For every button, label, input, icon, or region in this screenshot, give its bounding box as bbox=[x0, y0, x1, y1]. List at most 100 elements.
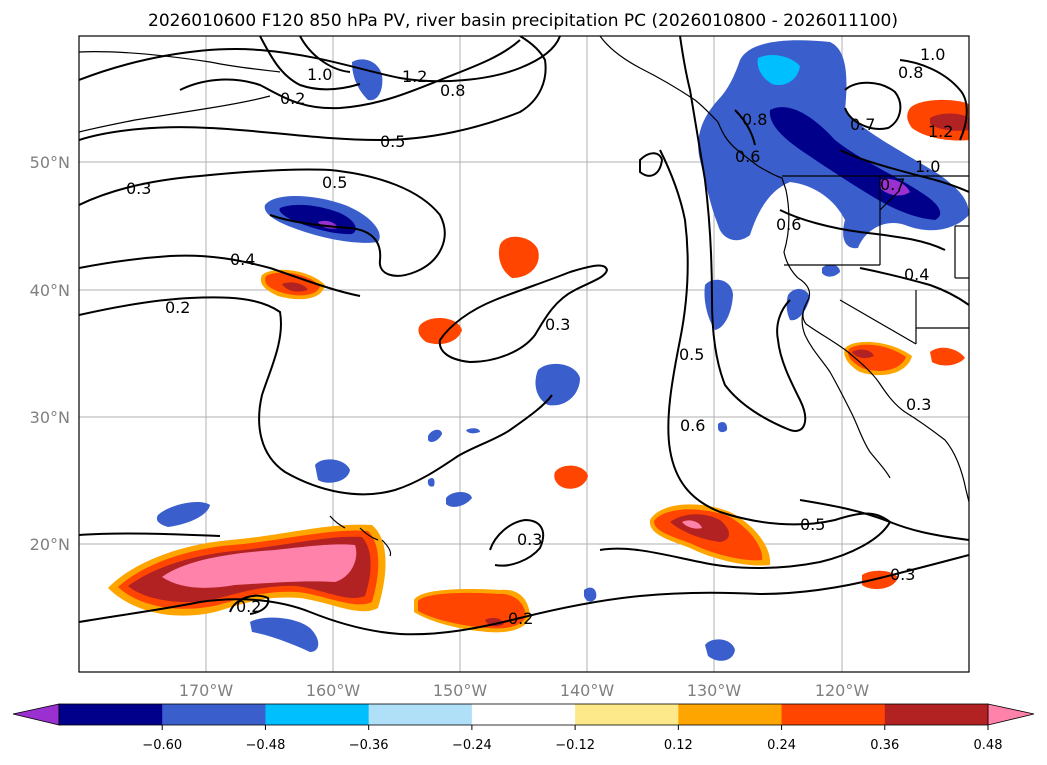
colorbar-segment bbox=[265, 704, 370, 725]
pv-contour-label: 0.5 bbox=[679, 345, 704, 364]
colorbar-tick-label: −0.36 bbox=[349, 738, 389, 753]
lat-label: 50°N bbox=[30, 153, 70, 172]
precip-area-negative bbox=[880, 178, 910, 196]
map-panel: 1.0 1.2 0.8 0.5 0.5 0.3 0.4 0.2 0.3 0.5 … bbox=[78, 35, 970, 673]
pv-contour-label: 0.2 bbox=[165, 298, 190, 317]
precip-area-negative bbox=[584, 587, 597, 602]
map-title: 2026010600 F120 850 hPa PV, river basin … bbox=[148, 11, 898, 31]
pv-contour-label: 0.4 bbox=[904, 265, 929, 284]
coastline-hawaii bbox=[329, 515, 392, 557]
precip-area-negative bbox=[156, 501, 210, 527]
pv-contour-line bbox=[259, 36, 361, 91]
pv-contour-line bbox=[799, 499, 969, 541]
precip-area-negative bbox=[428, 429, 442, 442]
precip-area-positive bbox=[498, 236, 539, 278]
pv-contour-label: 1.0 bbox=[307, 65, 332, 84]
coastline-baja-california bbox=[801, 299, 891, 479]
precipitation-field bbox=[108, 40, 969, 661]
lat-label: 40°N bbox=[30, 281, 70, 300]
pv-contour-label: 0.6 bbox=[776, 215, 801, 234]
pv-contour-label: 0.3 bbox=[517, 530, 542, 549]
pv-contour-line bbox=[489, 518, 545, 567]
precip-area-positive bbox=[930, 113, 969, 131]
precip-area-negative bbox=[352, 59, 383, 101]
colorbar-segment bbox=[575, 704, 679, 725]
colorbar-tick-label: 0.48 bbox=[974, 738, 1003, 753]
colorbar-tick-label: −0.12 bbox=[555, 738, 595, 753]
colorbar-segment bbox=[678, 704, 783, 725]
lon-label: 120°W bbox=[815, 681, 870, 700]
lon-label: 130°W bbox=[687, 681, 742, 700]
map-frame bbox=[78, 35, 970, 673]
lon-label: 140°W bbox=[560, 681, 615, 700]
pv-contour-label: 1.0 bbox=[920, 45, 945, 64]
pv-contour-line bbox=[79, 168, 446, 277]
colorbar-tick-label: −0.24 bbox=[452, 738, 492, 753]
colorbar-segment bbox=[781, 704, 886, 725]
pv-contour-line bbox=[779, 209, 946, 251]
coastline-aleutian-islands bbox=[79, 95, 271, 133]
colorbar-tick-label: −0.60 bbox=[142, 738, 182, 753]
colorbar-extend-high bbox=[987, 703, 1035, 726]
precip-area-negative bbox=[446, 492, 472, 507]
colorbar-ticks: −0.60 −0.48 −0.36 −0.24 −0.12 0.12 0.24 0.36 0.4… bbox=[142, 725, 1003, 753]
precip-area-negative bbox=[757, 54, 800, 86]
precip-area-negative bbox=[427, 478, 435, 487]
precip-area-negative bbox=[822, 264, 840, 277]
precip-area-negative bbox=[250, 617, 319, 652]
pv-contour-label: 0.2 bbox=[236, 597, 261, 616]
pv-contour-label: 0.8 bbox=[898, 63, 923, 82]
pv-contour-line bbox=[679, 36, 807, 432]
pv-contour-label: 0.6 bbox=[735, 147, 760, 166]
lon-label: 160°W bbox=[306, 681, 361, 700]
pv-contour-label: 0.5 bbox=[322, 173, 347, 192]
pv-contour-line bbox=[639, 152, 664, 177]
pv-contour-label: 0.2 bbox=[280, 89, 305, 108]
precip-area-negative bbox=[786, 288, 810, 321]
pv-contour-line bbox=[438, 264, 609, 364]
colorbar-segment bbox=[884, 704, 989, 725]
pv-contour-label: 0.4 bbox=[230, 250, 255, 269]
pv-contour-label: 1.2 bbox=[928, 122, 953, 141]
precip-area-positive bbox=[930, 347, 965, 366]
pv-contour-labels: 1.0 1.2 0.8 0.5 0.5 0.3 0.4 0.2 0.3 0.5 … bbox=[126, 45, 953, 628]
precip-area-negative bbox=[315, 459, 350, 483]
pv-contour-line bbox=[79, 254, 361, 297]
lon-label: 170°W bbox=[179, 681, 234, 700]
pv-contour-label: 1.0 bbox=[915, 157, 940, 176]
pv-contour-line bbox=[839, 149, 969, 193]
colorbar-tick-label: −0.48 bbox=[246, 738, 286, 753]
lon-label: 150°W bbox=[433, 681, 488, 700]
pv-contours bbox=[79, 36, 969, 636]
pv-contour-line bbox=[79, 36, 561, 83]
precip-area-positive bbox=[682, 520, 702, 529]
pv-contour-label: 0.6 bbox=[680, 416, 705, 435]
border-state bbox=[879, 189, 901, 211]
colorbar-segment bbox=[162, 704, 266, 725]
coastlines bbox=[79, 36, 969, 557]
colorbar-frame bbox=[58, 703, 989, 726]
precip-area-positive bbox=[162, 544, 357, 588]
pv-contour-line bbox=[844, 81, 902, 130]
colorbar-extend-low bbox=[12, 703, 60, 726]
pv-contour-label: 0.8 bbox=[742, 110, 767, 129]
colorbar-tick-label: 0.24 bbox=[767, 738, 796, 753]
colorbar-segment bbox=[59, 704, 163, 725]
pv-contour-line bbox=[179, 39, 521, 110]
coastline-north-america bbox=[599, 36, 969, 503]
pv-contour-line bbox=[734, 109, 756, 146]
pv-contour-label: 0.8 bbox=[440, 81, 465, 100]
coastline-alaska-peninsula bbox=[79, 51, 281, 73]
pv-contour-line bbox=[79, 532, 221, 537]
pv-contour-line bbox=[79, 296, 553, 496]
colorbar-segment bbox=[368, 704, 473, 725]
colorbar: −0.60 −0.48 −0.36 −0.24 −0.12 0.12 0.24 0.36 0.4… bbox=[12, 703, 1035, 753]
colorbar-segment bbox=[471, 704, 576, 725]
pv-contour-line bbox=[899, 59, 968, 141]
pv-contour-line bbox=[599, 149, 892, 569]
lat-label: 20°N bbox=[30, 535, 70, 554]
pv-contour-label: 0.3 bbox=[890, 565, 915, 584]
precip-area-negative bbox=[535, 363, 580, 406]
pv-contour-label: 0.5 bbox=[800, 515, 825, 534]
precip-area-positive bbox=[852, 349, 874, 359]
